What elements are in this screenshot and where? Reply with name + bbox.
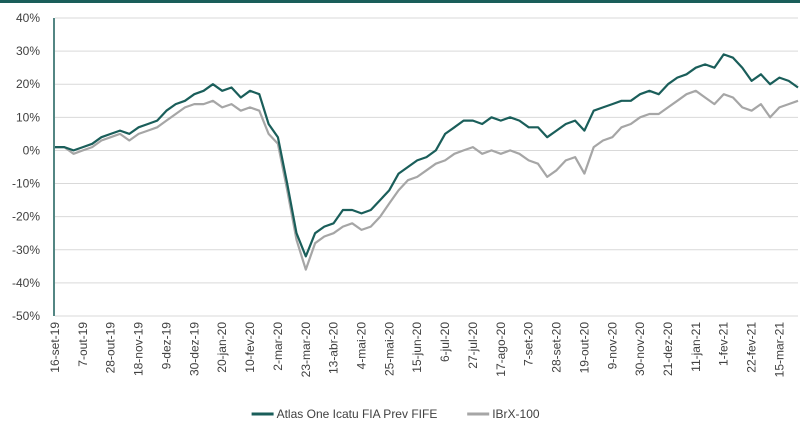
x-tick-label: 20-jan-20 <box>215 322 229 373</box>
x-tick-label: 17-ago-20 <box>494 322 508 377</box>
x-tick-label: 28-set-20 <box>550 322 564 373</box>
y-tick-label: 40% <box>16 11 40 25</box>
y-tick-label: -10% <box>12 177 40 191</box>
series-line <box>55 53 799 258</box>
y-tick-label: -20% <box>12 210 40 224</box>
series-line <box>55 89 799 271</box>
x-tick-label: 7-out-19 <box>76 322 90 367</box>
x-tick-label: 30-nov-20 <box>633 322 647 376</box>
top-bar <box>0 0 800 3</box>
x-tick-label: 7-set-20 <box>522 322 536 366</box>
x-tick-label: 16-set-19 <box>48 322 62 373</box>
x-tick-label: 22-fev-21 <box>745 322 759 373</box>
y-tick-label: -30% <box>12 243 40 257</box>
x-tick-label: 18-nov-19 <box>132 322 146 376</box>
x-tick-label: 25-mai-20 <box>382 322 396 376</box>
x-tick-label: 6-jul-20 <box>438 322 452 362</box>
x-tick-label: 21-dez-20 <box>661 322 675 376</box>
x-tick-label: 28-out-19 <box>104 322 118 374</box>
y-tick-label: 10% <box>16 110 40 124</box>
x-tick-label: 1-fev-21 <box>717 322 731 366</box>
legend-label: Atlas One Icatu FIA Prev FIFE <box>277 407 438 421</box>
y-tick-label: -40% <box>12 276 40 290</box>
x-tick-label: 19-out-20 <box>577 322 591 374</box>
x-tick-label: 23-mar-20 <box>299 322 313 378</box>
x-tick-label: 2-mar-20 <box>271 322 285 371</box>
legend-label: IBrX-100 <box>492 407 540 421</box>
x-tick-label: 15-jun-20 <box>410 322 424 373</box>
x-tick-label: 13-abr-20 <box>327 322 341 374</box>
y-tick-label: 0% <box>23 143 41 157</box>
x-tick-label: 4-mai-20 <box>354 322 368 370</box>
x-tick-label: 9-nov-20 <box>605 322 619 370</box>
y-tick-label: 20% <box>16 77 40 91</box>
x-tick-label: 27-jul-20 <box>466 322 480 369</box>
y-tick-label: -50% <box>12 309 40 323</box>
x-tick-label: 30-dez-19 <box>187 322 201 376</box>
x-tick-label: 9-dez-19 <box>159 322 173 370</box>
x-tick-label: 11-jan-21 <box>689 322 703 372</box>
y-tick-label: 30% <box>16 44 40 58</box>
x-tick-label: 10-fev-20 <box>243 322 257 373</box>
x-tick-label: 15-mar-21 <box>772 322 786 378</box>
